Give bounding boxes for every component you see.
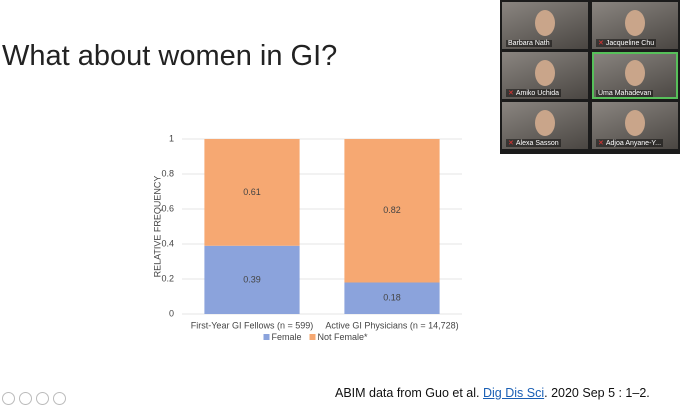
participant-name: Amiko Uchida [515,90,560,97]
y-tick-label: 0 [169,308,174,318]
data-label: 0.61 [243,187,261,197]
participant-video [625,10,645,36]
participant-video [625,60,645,86]
participant-tile: ✕ Amiko Uchida [502,52,588,99]
muted-icon: ✕ [508,140,514,147]
legend-label: Female [272,332,302,342]
bar-segment [344,282,440,314]
y-tick-label: 1 [169,133,174,143]
citation-link[interactable]: Dig Dis Sci [483,386,545,400]
participant-name: Barbara Nath [508,40,550,47]
participant-name-box: ✕ Amiko Uchida [506,89,562,97]
participant-tile: Barbara Nath [502,2,588,49]
slide-title: What about women in GI? [2,40,338,72]
citation-text: . 2020 Sep 5 : 1–2. [544,386,650,400]
muted-icon: ✕ [598,40,604,47]
muted-icon: ✕ [598,140,604,147]
participant-tile: Uma Mahadevan [592,52,678,99]
y-tick-label: 0.8 [161,168,174,178]
data-label: 0.18 [383,293,401,303]
participant-name: Uma Mahadevan [598,90,652,97]
x-tick-label: Active GI Physicians (n = 14,728) [325,320,458,330]
participant-name: Jacqueline Chu [605,40,655,47]
bar-segment [204,245,300,314]
legend-swatch [309,334,316,340]
bar-segment [204,139,300,246]
tool-button[interactable] [36,392,49,405]
y-tick-label: 0.6 [161,203,174,213]
tool-button[interactable] [53,392,66,405]
toolbar [2,392,70,410]
participant-video [535,60,555,86]
participant-tile: ✕ Jacqueline Chu [592,2,678,49]
citation-text: ABIM data from Guo et al. [335,386,480,400]
legend-label: Not Female* [318,332,369,342]
tool-button[interactable] [2,392,15,405]
participant-name: Adjoa Anyane-Y... [605,140,662,147]
citation: ABIM data from Guo et al. Dig Dis Sci. 2… [335,386,650,400]
participant-name: Alexa Sasson [515,140,559,147]
tool-button[interactable] [19,392,32,405]
participant-name-box: ✕ Jacqueline Chu [596,39,657,47]
participant-tile: ✕ Adjoa Anyane-Y... [592,102,678,149]
y-tick-label: 0.4 [161,238,174,248]
y-axis-label: RELATIVE FREQUENCY [152,176,162,278]
participant-tile: ✕ Alexa Sasson [502,102,588,149]
legend-swatch [263,334,270,340]
video-gallery: Barbara Nath ✕ Jacqueline Chu ✕ Amiko Uchida… [500,0,680,154]
participant-video [625,110,645,136]
participant-name-box: ✕ Alexa Sasson [506,139,561,147]
participant-name-box: Barbara Nath [506,40,552,47]
y-tick-label: 0.2 [161,273,174,283]
muted-icon: ✕ [508,90,514,97]
bar-segment [344,139,440,283]
participant-video [535,10,555,36]
participant-name-box: Uma Mahadevan [596,90,654,97]
participant-video [535,110,555,136]
data-label: 0.82 [383,205,401,215]
participant-name-box: ✕ Adjoa Anyane-Y... [596,139,664,147]
x-tick-label: First-Year GI Fellows (n = 599) [191,320,313,330]
data-label: 0.39 [243,274,261,284]
